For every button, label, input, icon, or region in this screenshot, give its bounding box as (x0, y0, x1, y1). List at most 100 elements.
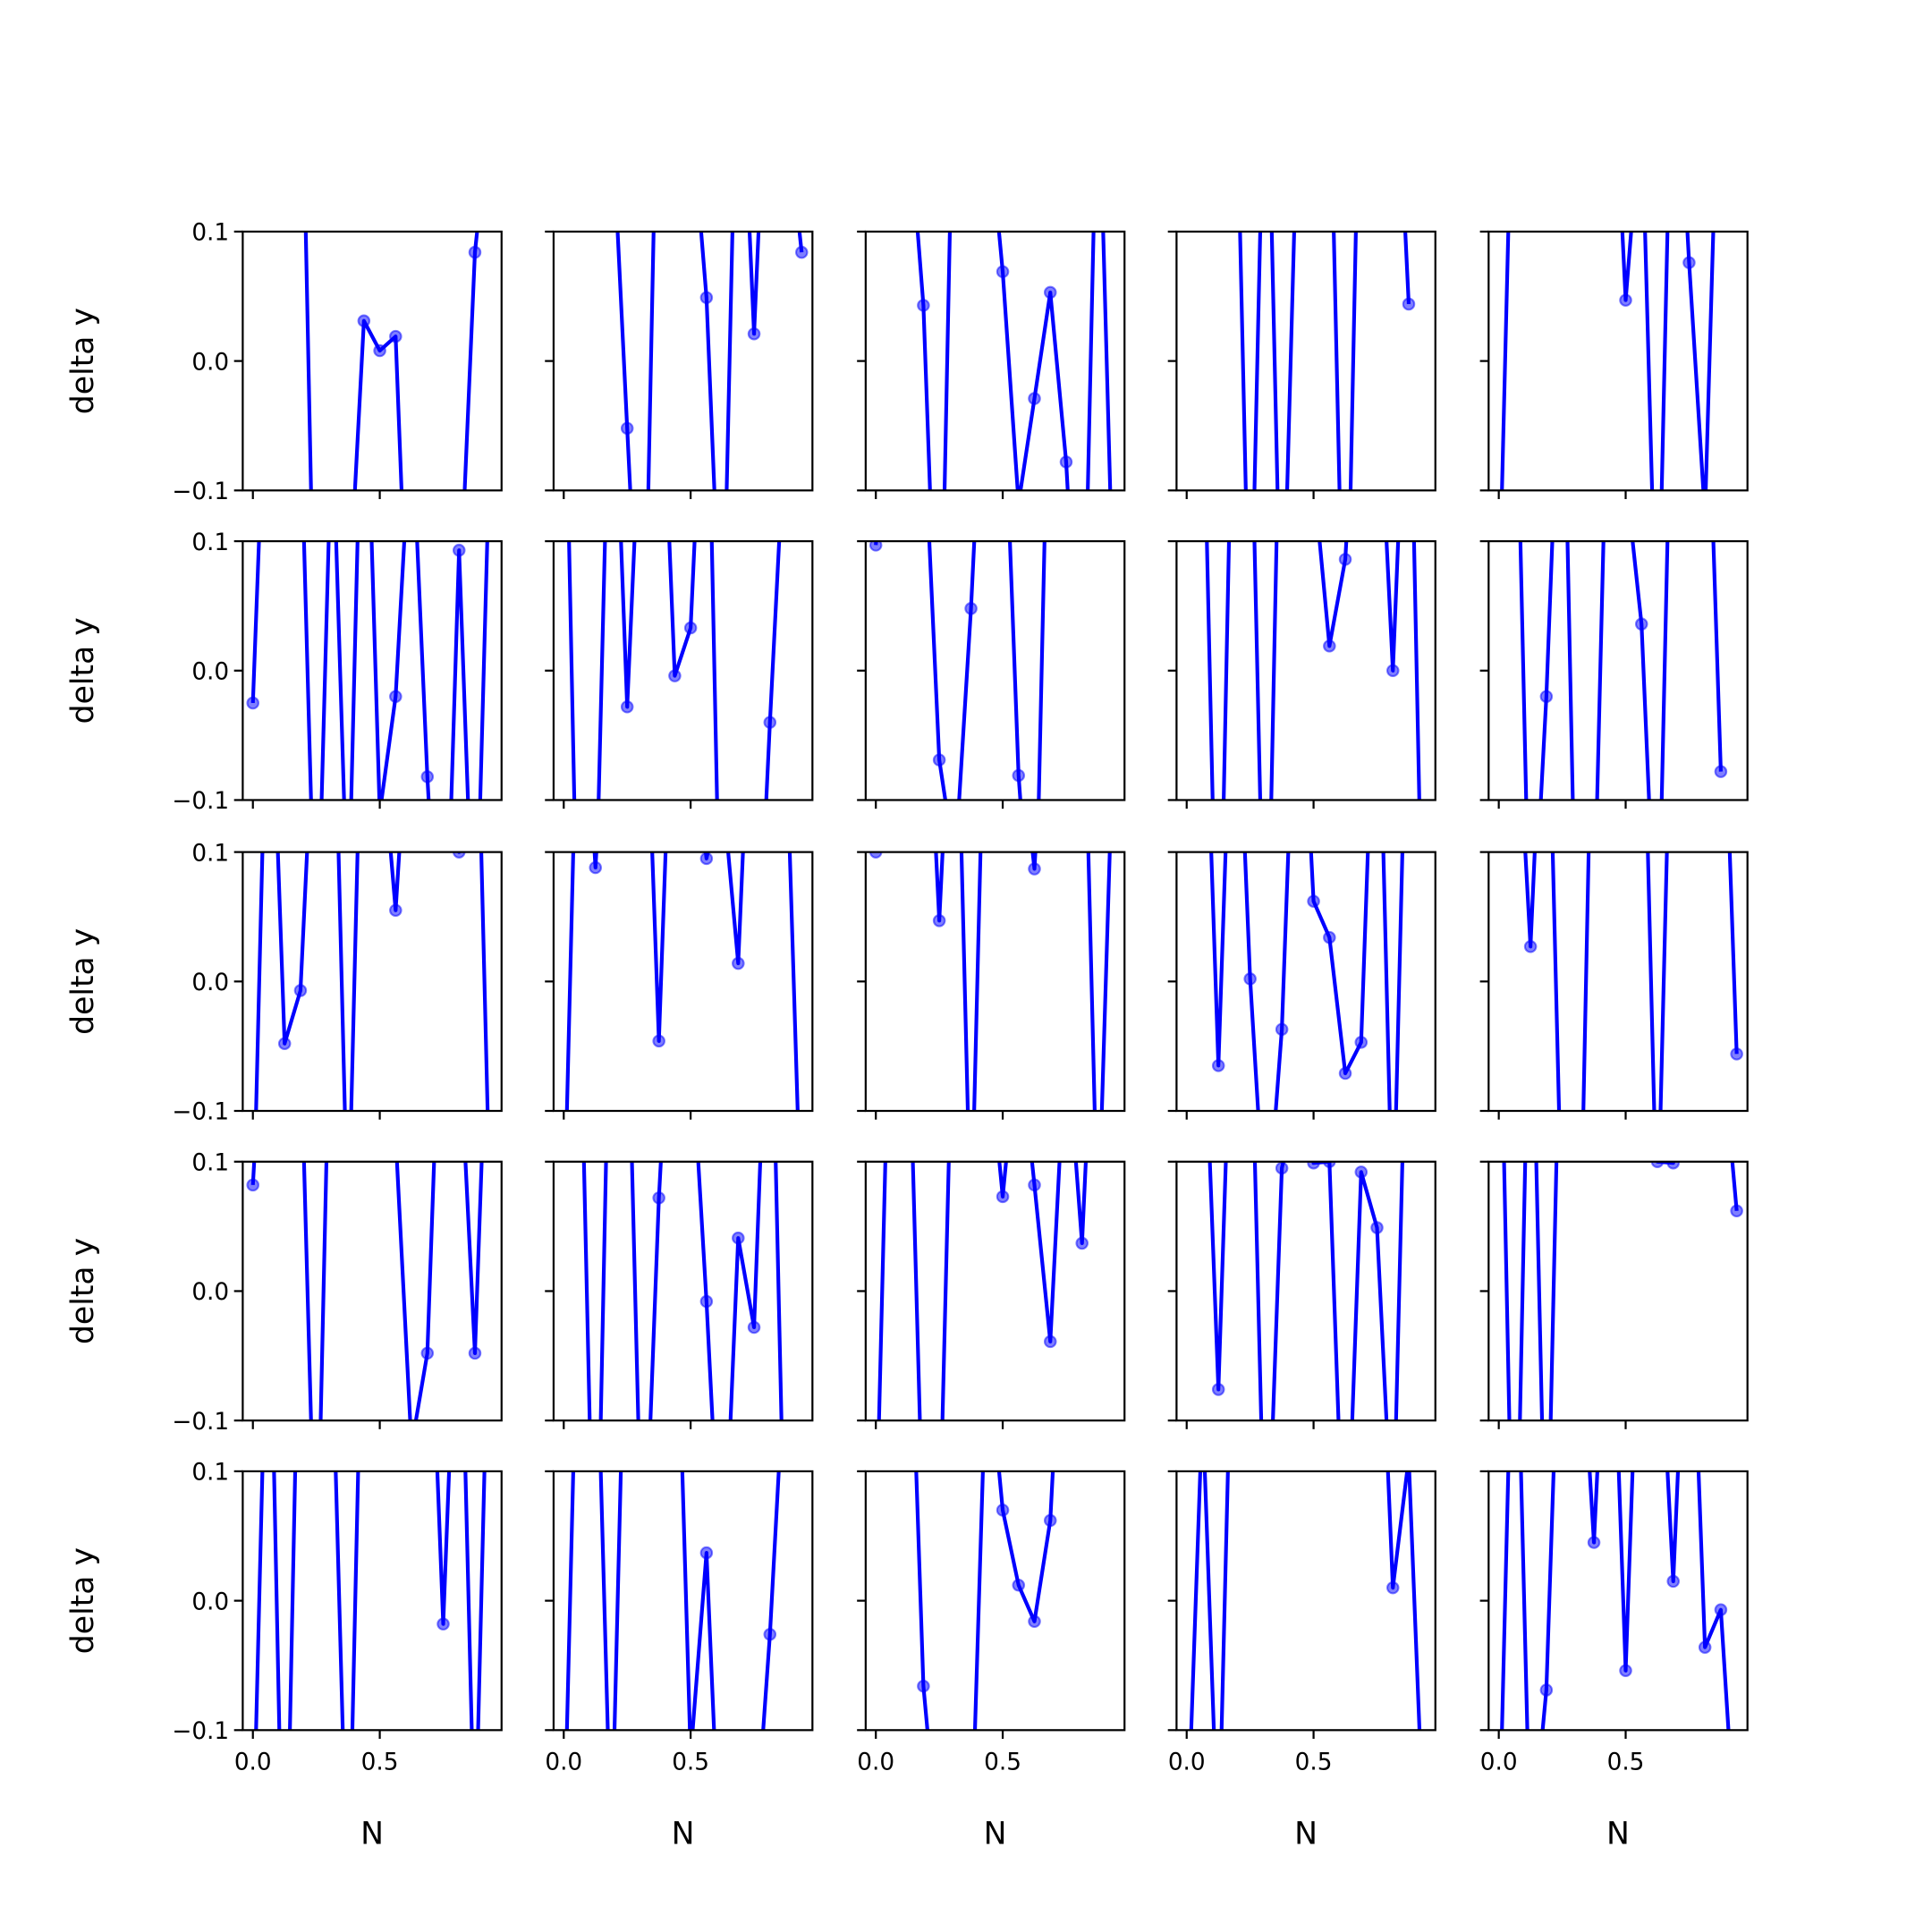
subplot: 0.0 0.5 N (545, 1470, 814, 1852)
data-point (732, 956, 745, 970)
y-axis-label: delta y (65, 928, 101, 1035)
subplot (1167, 1160, 1436, 1429)
data-point (1323, 1161, 1336, 1169)
data-point (763, 716, 777, 729)
data-line (1209, 852, 1404, 1111)
data-point (917, 299, 930, 312)
plot-area (1205, 541, 1421, 801)
data-point (1385, 1580, 1400, 1595)
data-point (620, 421, 634, 436)
plot-area (1502, 1161, 1743, 1421)
data-point (1539, 690, 1554, 703)
data-point (747, 326, 761, 341)
y-tick-label: 0.0 (191, 658, 229, 685)
data-point (996, 1190, 1010, 1204)
data-point (420, 770, 435, 784)
data-point (1012, 1578, 1026, 1592)
data-point (1307, 894, 1320, 908)
data-point (1028, 862, 1041, 876)
data-point (652, 1034, 665, 1048)
data-point (1666, 1161, 1680, 1170)
plot-area (1500, 1470, 1731, 1731)
data-point (996, 1504, 1010, 1517)
data-point (1211, 1383, 1225, 1396)
x-axis-label: N (984, 1817, 1007, 1852)
subplot (1479, 851, 1749, 1120)
data-point (869, 852, 883, 859)
data-line (567, 541, 782, 801)
data-point (1043, 1513, 1057, 1528)
data-point (589, 860, 603, 875)
x-tick-label: 0.5 (1607, 1750, 1645, 1776)
plot-area (1500, 231, 1716, 491)
x-axis-label: N (360, 1817, 384, 1852)
plot-area (246, 1161, 484, 1421)
data-point (1682, 256, 1696, 269)
plot-area (254, 1470, 487, 1731)
data-point (1028, 1178, 1041, 1192)
data-point (1619, 1664, 1632, 1678)
y-axis-label: delta y (65, 617, 101, 724)
data-point (1634, 617, 1648, 631)
subplot (545, 1160, 814, 1429)
data-line (1205, 541, 1421, 801)
subplot: 0.0 0.5 N (1167, 1470, 1436, 1852)
data-point (1323, 640, 1336, 653)
subplot: −0.1 0.0 0.1 delta y (65, 840, 503, 1126)
plot-area (564, 1470, 781, 1731)
subplot (1167, 851, 1436, 1120)
x-tick-label: 0.5 (984, 1750, 1021, 1776)
data-point (1043, 285, 1057, 300)
plot-area (567, 541, 782, 801)
subplot: −0.1 0.0 0.1 delta y (65, 220, 503, 505)
data-point (1730, 1047, 1743, 1061)
data-point (1650, 1161, 1665, 1169)
subplot (1479, 1160, 1749, 1429)
y-axis-label: delta y (65, 1547, 101, 1654)
y-tick-label: 0.1 (191, 840, 229, 867)
plot-area (915, 231, 1113, 491)
data-point (964, 602, 978, 615)
data-point (1059, 455, 1073, 469)
data-point (1338, 553, 1352, 566)
plot-area (615, 231, 809, 491)
data-point (747, 1320, 761, 1335)
data-line (877, 1161, 1089, 1421)
data-point (389, 329, 402, 343)
data-point (246, 1178, 260, 1192)
subplot: 0.0 0.5 N (1479, 1470, 1749, 1852)
data-line (254, 1470, 487, 1731)
subplot (857, 539, 1126, 809)
data-point (932, 914, 946, 928)
data-point (652, 1191, 665, 1205)
data-point (763, 1627, 777, 1641)
x-tick-label: 0.0 (1480, 1750, 1518, 1776)
y-tick-label: 0.1 (191, 220, 229, 247)
data-point (699, 852, 714, 866)
data-point (468, 1346, 482, 1360)
plot-area (914, 1470, 1057, 1731)
data-line (1500, 231, 1716, 491)
subplot (545, 539, 814, 809)
data-point (1275, 1161, 1289, 1175)
data-line (564, 1470, 781, 1731)
data-point (869, 541, 883, 552)
data-point (1338, 1066, 1352, 1080)
subplot: −0.1 0.0 0.1 delta y (65, 1149, 503, 1436)
y-tick-label: 0.0 (191, 349, 229, 376)
plot-area (246, 541, 489, 801)
x-tick-label: 0.0 (1168, 1750, 1206, 1776)
data-point (389, 903, 402, 917)
data-point (246, 696, 260, 710)
data-point (794, 245, 809, 259)
y-axis-label: delta y (65, 308, 101, 414)
data-point (699, 291, 714, 304)
data-point (996, 265, 1010, 279)
data-point (1714, 765, 1728, 778)
data-point (1619, 293, 1632, 307)
data-point (932, 753, 946, 767)
data-point (452, 543, 466, 557)
y-tick-label: −0.1 (172, 1099, 229, 1126)
y-tick-label: 0.0 (191, 1589, 229, 1615)
